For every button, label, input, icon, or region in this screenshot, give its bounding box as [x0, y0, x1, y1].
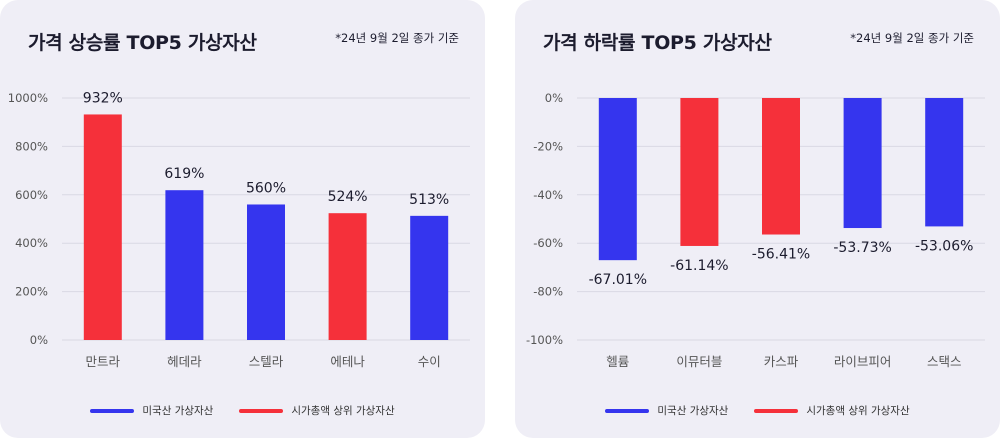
- legend-item-us: 미국산 가상자산: [605, 403, 728, 418]
- legend-label-us: 미국산 가상자산: [657, 405, 729, 417]
- data-label: -67.01%: [589, 272, 647, 288]
- bar: [680, 98, 719, 246]
- y-tick-label: 0%: [30, 333, 48, 347]
- y-tick-label: -80%: [533, 285, 563, 299]
- data-label: 513%: [409, 192, 449, 208]
- data-label: 619%: [164, 166, 204, 182]
- x-tick-label: 헤데라: [167, 354, 202, 369]
- data-label: -53.73%: [833, 240, 891, 256]
- legend-label-top: 시가총액 상위 가상자산: [806, 405, 910, 417]
- data-label: 560%: [246, 180, 286, 196]
- bar: [843, 98, 882, 229]
- chart-title: 가격 하락률 TOP5 가상자산: [543, 32, 772, 54]
- y-tick-label: -40%: [533, 188, 563, 202]
- y-tick-label: 1000%: [8, 91, 48, 105]
- x-tick-label: 만트라: [86, 354, 121, 369]
- bar: [165, 190, 204, 340]
- chart-note: *24년 9월 2일 종가 기준: [335, 31, 459, 45]
- x-tick-label: 스택스: [927, 354, 962, 369]
- x-tick-label: 헬륨: [606, 354, 629, 369]
- legend-swatch-us: [605, 408, 650, 413]
- data-label: -61.14%: [670, 258, 728, 274]
- chart-title: 가격 상승률 TOP5 가상자산: [28, 32, 257, 54]
- data-label: 524%: [328, 189, 368, 205]
- x-tick-label: 이뮤터블: [676, 354, 722, 369]
- y-tick-label: 200%: [15, 285, 48, 299]
- bar: [328, 213, 367, 340]
- bar: [925, 98, 964, 227]
- legend: 미국산 가상자산 시가총액 상위 가상자산: [0, 403, 485, 418]
- data-label: -56.41%: [752, 247, 810, 263]
- y-tick-label: 800%: [15, 139, 48, 153]
- bar: [762, 98, 800, 235]
- fall-chart: 0% -20% -40% -60% -80% -100% -67.01% 헬륨 -61.14% 이…: [526, 91, 985, 369]
- y-tick-label: 600%: [15, 188, 48, 202]
- bar: [83, 114, 122, 341]
- y-tick-label: -20%: [533, 139, 563, 153]
- x-tick-label: 에테나: [330, 354, 365, 369]
- data-label: -53.06%: [915, 238, 973, 254]
- y-tick-label: -100%: [526, 333, 563, 347]
- x-tick-label: 카스파: [764, 354, 799, 369]
- x-tick-label: 라이브피어: [834, 354, 892, 369]
- legend-item-top: 시가총액 상위 가상자산: [754, 403, 910, 418]
- legend-swatch-us: [90, 408, 135, 413]
- legend-item-top: 시가총액 상위 가상자산: [239, 403, 395, 418]
- rise-chart-card: 가격 상승률 TOP5 가상자산 *24년 9월 2일 종가 기준 0% 200%…: [0, 0, 485, 438]
- y-tick-label: 400%: [15, 236, 48, 250]
- x-tick-label: 수이: [418, 354, 441, 369]
- legend-swatch-top: [239, 408, 284, 413]
- data-label: 932%: [83, 90, 123, 106]
- rise-chart: 0% 200% 400% 600% 800% 1000% 932% 만트라 619% 헤데라 560…: [8, 90, 470, 369]
- bar: [247, 204, 285, 340]
- x-tick-label: 스텔라: [249, 354, 284, 369]
- y-tick-label: -60%: [533, 236, 563, 250]
- y-tick-label: 0%: [545, 91, 563, 105]
- legend: 미국산 가상자산 시가총액 상위 가상자산: [515, 403, 1000, 418]
- fall-chart-card: 가격 하락률 TOP5 가상자산 *24년 9월 2일 종가 기준 0% -20%…: [515, 0, 1000, 438]
- legend-label-us: 미국산 가상자산: [142, 405, 214, 417]
- legend-swatch-top: [754, 408, 799, 413]
- bar: [410, 215, 449, 340]
- legend-item-us: 미국산 가상자산: [90, 403, 213, 418]
- chart-note: *24년 9월 2일 종가 기준: [850, 31, 974, 45]
- bar: [598, 98, 637, 261]
- legend-label-top: 시가총액 상위 가상자산: [291, 405, 395, 417]
